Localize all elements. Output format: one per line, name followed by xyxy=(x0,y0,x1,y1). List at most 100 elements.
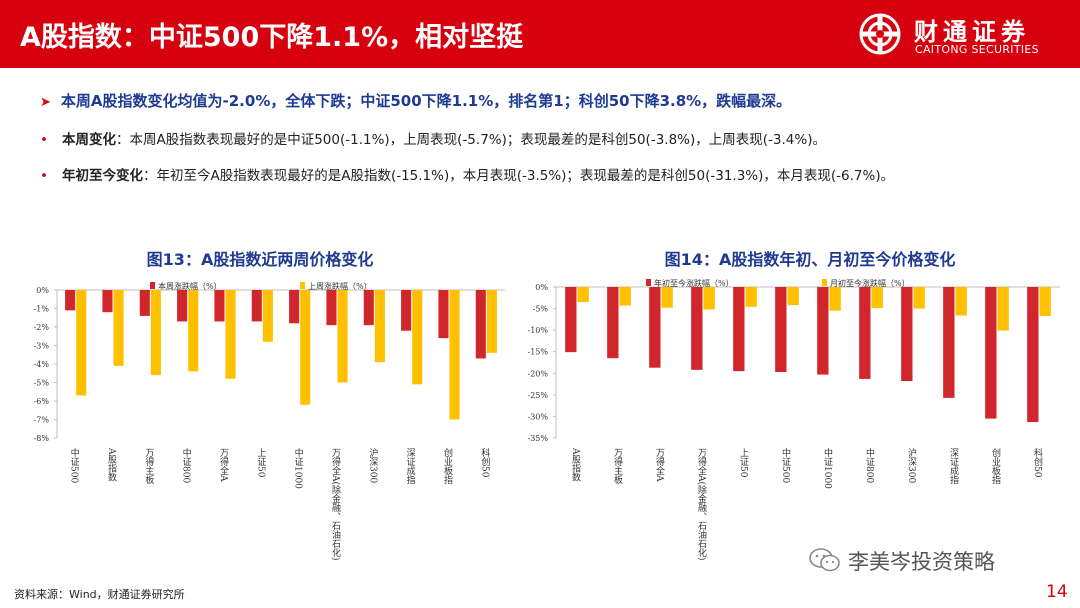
bar-series1 xyxy=(943,287,955,398)
logo-emblem-icon xyxy=(859,13,901,55)
bullet-label: 本周变化 xyxy=(61,132,116,148)
bar-series2 xyxy=(262,290,273,342)
x-category-label: 中证800 xyxy=(864,447,875,484)
bar-series1 xyxy=(251,290,262,322)
x-category-label: 创业板指 xyxy=(442,447,453,485)
page-title: A股指数：中证500下降1.1%，相对坚挺 xyxy=(20,22,524,53)
x-category-label: 万得主板 xyxy=(143,448,154,485)
bar-series1 xyxy=(1027,287,1039,423)
bar-series2 xyxy=(1039,287,1051,316)
bullet-label: 年初至今变化 xyxy=(61,168,143,184)
legend-swatch xyxy=(646,279,651,286)
legend-swatch xyxy=(822,279,827,286)
chart13: 0% -1% -2% -3% -4% -5% -6% -7% -8% 中证500 A股指数 万得主板 中… xyxy=(34,281,505,561)
chart14: 0% -5% -10% -15% -20% -25% -30% -35% A股指数 万得主板 万得全… xyxy=(528,278,1060,561)
y-tick-label: -5% xyxy=(34,379,50,388)
x-category-label: 中证500 xyxy=(780,447,791,484)
x-category-label: 中证1000 xyxy=(822,447,833,489)
bar-series1 xyxy=(102,290,113,313)
y-tick-label: -30% xyxy=(528,412,549,421)
legend-swatch xyxy=(150,282,155,289)
bar-series1 xyxy=(859,287,871,379)
bullet-dot-icon: • xyxy=(40,168,48,184)
y-tick-label: -8% xyxy=(34,434,50,443)
legend-label: 上周涨跌幅（%） xyxy=(308,281,372,291)
header-bar: A股指数：中证500下降1.1%，相对坚挺 财通证券 CAITONG SECUR… xyxy=(0,0,1080,68)
bar-series1 xyxy=(775,287,787,372)
bar-series2 xyxy=(374,290,385,363)
bar-series2 xyxy=(787,287,799,306)
bar-series2 xyxy=(225,290,236,379)
x-category-label: 沪深300 xyxy=(367,447,378,484)
bar-series2 xyxy=(113,290,124,366)
bullet-ytd: • 年初至今变化：年初至今A股指数表现最好的是A股指数(-15.1%)，本月表现(… xyxy=(40,164,894,184)
company-logo: 财通证券 CAITONG SECURITIES xyxy=(858,10,1068,60)
summary-line: ➤ 本周A股指数变化均值为-2.0%，全体下跌；中证500下降1.1%，排名第1；… xyxy=(40,90,791,111)
watermark: 李美岑投资策略 xyxy=(806,546,995,576)
bar-series2 xyxy=(871,287,883,309)
arrow-right-icon: ➤ xyxy=(40,95,51,110)
x-category-label: 万得全A(除金融、石油石化) xyxy=(330,448,341,561)
bar-series1 xyxy=(691,287,703,370)
y-tick-label: -5% xyxy=(533,305,549,314)
bar-series2 xyxy=(188,290,199,372)
x-category-label: 沪深300 xyxy=(906,447,917,484)
legend-label: 月初至今涨跌幅（%） xyxy=(830,278,910,288)
x-category-label: A股指数 xyxy=(106,447,117,482)
bar-series2 xyxy=(745,287,757,307)
x-category-label: 上证50 xyxy=(255,448,266,478)
x-category-label: 深证成指 xyxy=(405,448,416,485)
x-category-label: 科创50 xyxy=(479,447,490,478)
bar-series1 xyxy=(901,287,913,382)
page-number: 14 xyxy=(1046,582,1068,602)
bullet-text: ：年初至今A股指数表现最好的是A股指数(-15.1%)，本月表现(-3.5%)；… xyxy=(142,168,895,184)
y-tick-label: -35% xyxy=(528,434,549,443)
y-tick-label: -10% xyxy=(528,326,549,335)
x-category-label: 中证800 xyxy=(181,447,192,484)
bar-series2 xyxy=(913,287,925,309)
y-tick-label: -4% xyxy=(34,360,50,369)
y-tick-label: 0% xyxy=(535,283,548,292)
x-category-label: A股指数 xyxy=(570,447,581,482)
bullet-dot-icon: • xyxy=(40,132,48,148)
bar-series1 xyxy=(65,290,76,311)
y-tick-label: -7% xyxy=(34,416,50,425)
chart13-title: 图13：A股指数近两周价格变化 xyxy=(146,250,374,269)
bar-series2 xyxy=(412,290,423,385)
bullet-weekly: • 本周变化：本周A股指数表现最好的是中证500(-1.1%)，上周表现(-5.7… xyxy=(40,128,826,148)
bar-series1 xyxy=(565,287,577,353)
x-category-label: 万得主板 xyxy=(612,448,623,485)
bar-series2 xyxy=(955,287,967,316)
bar-series2 xyxy=(829,287,841,311)
x-category-label: 万得全A xyxy=(654,448,665,482)
y-tick-label: -15% xyxy=(528,348,549,357)
x-category-label: 上证50 xyxy=(738,448,749,478)
bar-series1 xyxy=(475,290,486,359)
x-category-label: 创业板指 xyxy=(990,447,1001,485)
bar-series1 xyxy=(214,290,225,322)
x-category-label: 中证500 xyxy=(69,447,80,484)
y-tick-label: -6% xyxy=(34,397,50,406)
bar-series2 xyxy=(300,290,311,405)
bar-series1 xyxy=(289,290,300,324)
y-tick-label: 0% xyxy=(36,286,49,295)
bar-series1 xyxy=(363,290,374,326)
y-tick-label: -25% xyxy=(528,391,549,400)
bullet-text: ：本周A股指数表现最好的是中证500(-1.1%)，上周表现(-5.7%)；表现… xyxy=(115,132,826,148)
bar-series2 xyxy=(150,290,161,376)
x-category-label: 万得全A xyxy=(218,448,229,482)
bar-series1 xyxy=(139,290,150,316)
legend-swatch xyxy=(300,282,305,289)
bar-series2 xyxy=(76,290,87,396)
bar-series1 xyxy=(985,287,997,419)
bar-series1 xyxy=(649,287,661,368)
bar-series2 xyxy=(619,287,631,306)
x-category-label: 深证成指 xyxy=(948,448,959,485)
bar-series1 xyxy=(817,287,829,375)
bar-series2 xyxy=(577,287,589,303)
y-tick-label: -3% xyxy=(34,342,50,351)
y-tick-label: -20% xyxy=(528,369,549,378)
x-category-label: 中证1000 xyxy=(293,447,304,489)
y-tick-label: -1% xyxy=(34,305,50,314)
bar-series2 xyxy=(997,287,1009,331)
